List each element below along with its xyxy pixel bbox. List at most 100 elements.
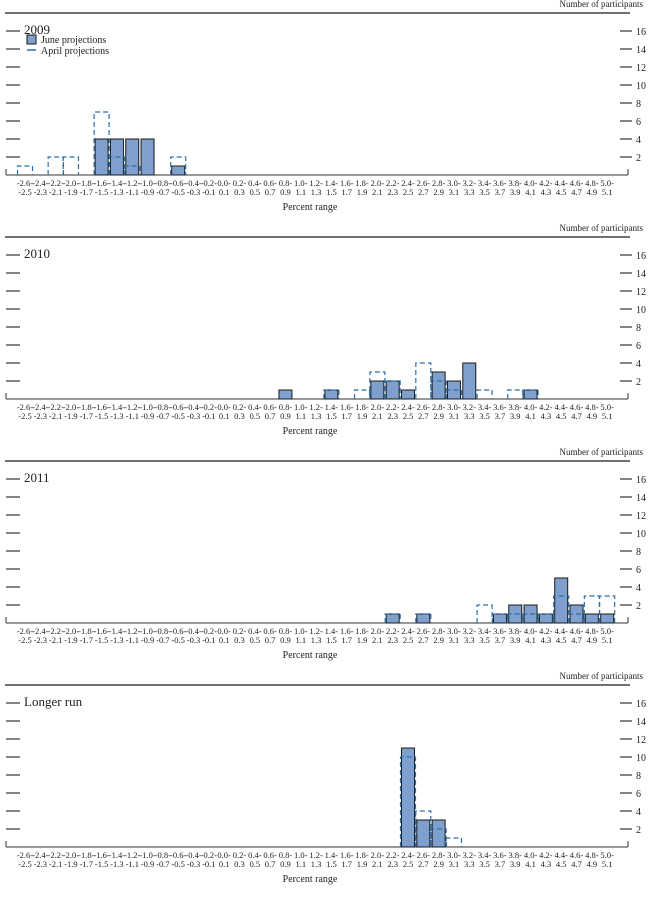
x-axis-label: Percent range (283, 650, 338, 661)
x-tick-label-top: -0.2- (201, 402, 217, 412)
x-tick-label-bottom: 1.5 (326, 859, 337, 869)
x-tick-label-top: -2.6- (17, 626, 33, 636)
april-bar (583, 595, 600, 623)
y-tick-label: 10 (636, 753, 646, 764)
x-tick-label-bottom: 3.7 (495, 187, 506, 197)
x-tick-label-bottom: 5.1 (602, 411, 613, 421)
x-tick-label-top: -1.8- (78, 402, 94, 412)
x-tick-label-bottom: 4.9 (587, 187, 598, 197)
x-tick-label-bottom: -0.3 (187, 411, 200, 421)
x-tick-label-top: 0.0- (217, 850, 231, 860)
x-tick-label-bottom: 0.5 (249, 411, 260, 421)
x-tick-label-top: 3.8- (509, 178, 523, 188)
x-tick-label-top: 2.2- (386, 850, 400, 860)
x-tick-label-top: 3.6- (493, 626, 507, 636)
x-tick-label-bottom: -1.9 (64, 411, 77, 421)
april-bar (476, 389, 493, 399)
april-bar (62, 156, 80, 175)
y-tick-label: 14 (636, 493, 646, 504)
panel-title: 2010 (24, 246, 50, 261)
x-tick-label-top: 1.0- (294, 402, 308, 412)
x-tick-label-bottom: 0.3 (234, 859, 245, 869)
x-tick-label-bottom: 1.5 (326, 187, 337, 197)
y-axis-label: Number of participants (560, 0, 644, 9)
x-tick-label-top: 4.8- (585, 402, 599, 412)
x-tick-label-bottom: 3.5 (479, 411, 490, 421)
x-tick-label-top: 2.0- (371, 402, 385, 412)
y-tick-label: 16 (636, 475, 646, 486)
june-bar (385, 613, 400, 624)
y-tick-label: 16 (636, 251, 646, 262)
x-tick-label-top: -1.2- (124, 626, 140, 636)
x-tick-label-top: -0.6- (170, 402, 186, 412)
x-tick-label-top: -1.6- (93, 178, 109, 188)
june-bar (370, 380, 385, 400)
x-tick-label-top: 2.4- (401, 626, 415, 636)
x-tick-label-bottom: 2.5 (403, 635, 414, 645)
x-tick-label-bottom: -1.5 (95, 187, 108, 197)
x-tick-label-top: -2.2- (47, 178, 63, 188)
x-tick-label-bottom: 0.1 (219, 187, 230, 197)
x-tick-label-bottom: 0.1 (219, 859, 230, 869)
x-tick-label-top: 4.6- (570, 402, 584, 412)
x-tick-label-top: -2.6- (17, 178, 33, 188)
x-tick-label-top: 4.0- (524, 850, 538, 860)
x-tick-label-bottom: 4.1 (525, 859, 536, 869)
x-tick-label-bottom: 1.7 (341, 187, 352, 197)
x-tick-label-top: 4.6- (570, 626, 584, 636)
x-tick-label-top: -1.0- (139, 626, 155, 636)
x-tick-label-top: -2.2- (47, 626, 63, 636)
x-tick-label-bottom: -1.1 (126, 635, 139, 645)
x-tick-label-top: 3.2- (463, 626, 477, 636)
june-bar (584, 613, 599, 624)
x-tick-label-bottom: 2.9 (433, 187, 444, 197)
x-tick-label-bottom: 4.1 (525, 635, 536, 645)
x-tick-label-bottom: 1.9 (357, 411, 368, 421)
x-tick-label-bottom: 2.1 (372, 859, 383, 869)
x-tick-label-bottom: -2.1 (49, 859, 62, 869)
x-tick-label-bottom: -0.1 (202, 411, 215, 421)
x-tick-label-top: 4.4- (554, 402, 568, 412)
x-tick-label-bottom: 3.3 (464, 859, 475, 869)
x-tick-label-bottom: 2.7 (418, 859, 429, 869)
x-tick-label-top: 4.0- (524, 178, 538, 188)
x-tick-label-bottom: -0.5 (171, 635, 184, 645)
x-tick-label-bottom: -0.3 (187, 187, 200, 197)
y-tick-label: 12 (636, 63, 646, 74)
x-tick-label-bottom: 3.9 (510, 635, 521, 645)
x-tick-label-top: 3.8- (509, 402, 523, 412)
x-tick-label-top: -0.4- (185, 850, 201, 860)
x-tick-label-top: 0.2- (233, 178, 247, 188)
x-tick-label-bottom: 0.9 (280, 635, 291, 645)
x-tick-label-top: 3.4- (478, 402, 492, 412)
x-tick-label-top: 0.6- (263, 850, 277, 860)
x-tick-label-bottom: 3.3 (464, 187, 475, 197)
x-tick-label-bottom: -1.7 (80, 635, 93, 645)
x-tick-label-bottom: 2.7 (418, 635, 429, 645)
x-tick-label-bottom: 4.3 (541, 635, 552, 645)
x-tick-label-bottom: -1.3 (110, 411, 123, 421)
june-bar (278, 389, 293, 400)
x-tick-label-top: -2.2- (47, 402, 63, 412)
x-tick-label-top: 1.8- (355, 626, 369, 636)
x-tick-label-top: 2.8- (432, 402, 446, 412)
x-tick-label-top: 0.2- (233, 402, 247, 412)
x-tick-label-bottom: 1.1 (295, 859, 306, 869)
x-tick-label-top: 0.8- (279, 626, 293, 636)
x-tick-label-bottom: 4.7 (571, 635, 582, 645)
x-tick-label-bottom: -1.1 (126, 187, 139, 197)
april-bar (399, 756, 417, 847)
x-tick-label-bottom: -1.1 (126, 859, 139, 869)
x-tick-label-top: -1.0- (139, 178, 155, 188)
x-tick-label-top: 1.6- (340, 850, 354, 860)
x-tick-label-bottom: 2.3 (387, 635, 398, 645)
legend-april-label: April projections (41, 46, 109, 57)
april-bar (124, 165, 141, 175)
x-tick-label-bottom: 3.1 (449, 411, 460, 421)
x-tick-label-bottom: 2.9 (433, 859, 444, 869)
april-bar (323, 389, 340, 399)
legend-june-swatch (26, 34, 37, 45)
x-tick-label-top: 3.4- (478, 178, 492, 188)
x-tick-label-bottom: -0.5 (171, 187, 184, 197)
x-tick-label-bottom: 1.1 (295, 187, 306, 197)
